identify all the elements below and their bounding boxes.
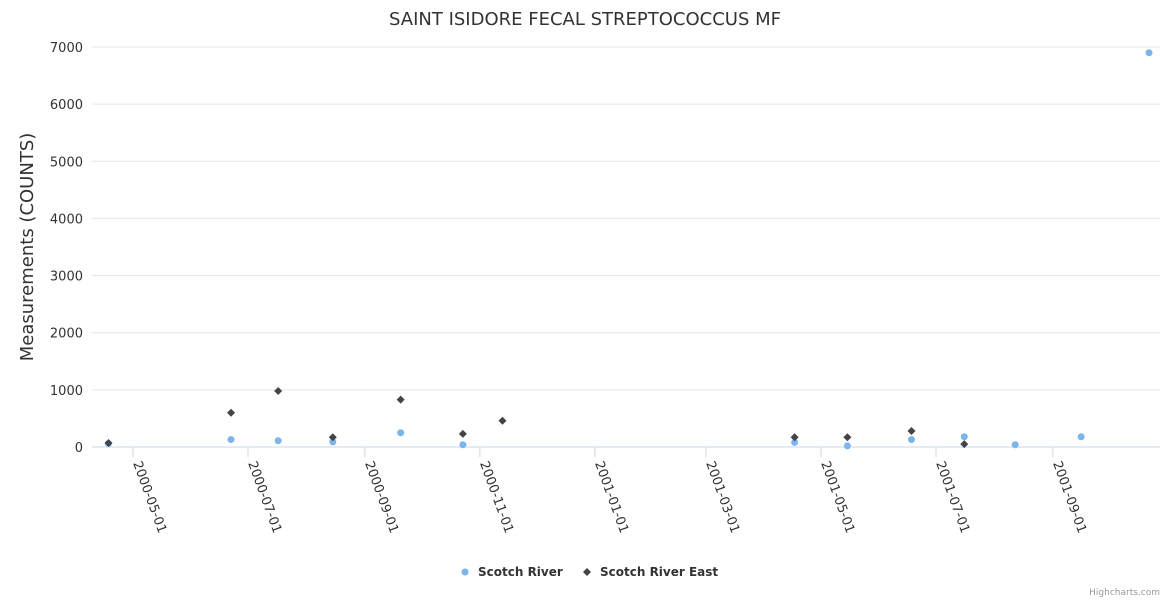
data-point[interactable] xyxy=(104,439,113,447)
x-tick-label: 2000-05-01 xyxy=(129,459,169,535)
x-tick-label: 2000-07-01 xyxy=(244,459,284,535)
legend-item-scotch-river[interactable]: Scotch River xyxy=(478,565,563,579)
data-point[interactable] xyxy=(274,387,283,395)
y-tick-label: 7000 xyxy=(50,41,83,56)
data-point[interactable] xyxy=(1145,49,1153,57)
data-point[interactable] xyxy=(328,433,337,442)
data-point[interactable] xyxy=(790,433,799,442)
data-point[interactable] xyxy=(458,429,467,438)
data-point[interactable] xyxy=(329,438,337,446)
y-tick-label: 0 xyxy=(75,441,83,456)
legend-marker-scotch-river xyxy=(461,568,469,576)
data-point[interactable] xyxy=(459,441,467,449)
data-point[interactable] xyxy=(498,416,507,425)
data-point[interactable] xyxy=(908,436,916,444)
x-tick-label: 2001-01-01 xyxy=(591,459,631,535)
credits-link[interactable]: Highcharts.com xyxy=(1089,588,1160,598)
data-point[interactable] xyxy=(397,429,405,437)
data-point[interactable] xyxy=(1077,433,1085,441)
y-tick-label: 6000 xyxy=(50,98,83,113)
y-axis-label: Measurements (COUNTS) xyxy=(17,133,38,362)
data-point[interactable] xyxy=(843,433,852,442)
data-point[interactable] xyxy=(960,440,969,449)
legend-marker-scotch-river-east xyxy=(583,568,591,576)
y-tick-label: 1000 xyxy=(50,384,83,399)
y-tick-label: 3000 xyxy=(50,270,83,285)
data-point[interactable] xyxy=(227,436,235,444)
data-point[interactable] xyxy=(960,433,968,441)
legend: Scotch River Scotch River East xyxy=(461,565,718,579)
x-tick-label: 2001-07-01 xyxy=(932,459,972,535)
y-tick-label: 2000 xyxy=(50,327,83,342)
data-point[interactable] xyxy=(791,438,799,446)
data-point[interactable] xyxy=(1011,441,1019,449)
y-tick-label: 4000 xyxy=(50,212,83,227)
data-point[interactable] xyxy=(907,427,916,435)
chart-title: SAINT ISIDORE FECAL STREPTOCOCCUS MF xyxy=(389,9,781,30)
x-tick-label: 2001-05-01 xyxy=(817,459,857,535)
x-tick-label: 2000-09-01 xyxy=(361,459,401,535)
legend-item-scotch-river-east[interactable]: Scotch River East xyxy=(600,565,718,579)
x-tick-label: 2000-11-01 xyxy=(476,459,516,535)
data-point[interactable] xyxy=(274,437,282,445)
data-point[interactable] xyxy=(843,442,851,450)
data-point[interactable] xyxy=(396,395,405,404)
data-point[interactable] xyxy=(227,408,236,417)
y-tick-label: 5000 xyxy=(50,155,83,170)
x-tick-label: 2001-03-01 xyxy=(702,459,742,535)
x-tick-label: 2001-09-01 xyxy=(1049,459,1089,535)
